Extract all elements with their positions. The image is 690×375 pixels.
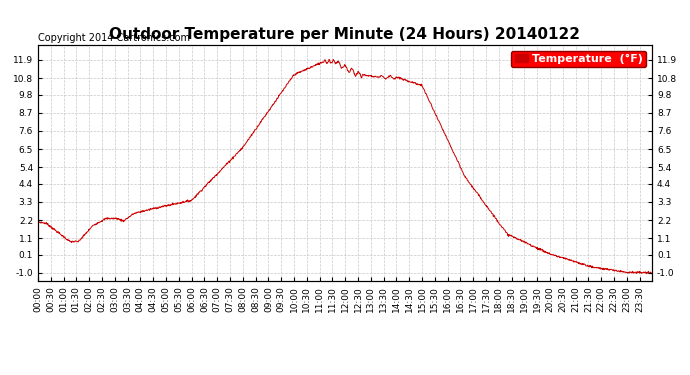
Text: Copyright 2014 Cartronics.com: Copyright 2014 Cartronics.com [38, 33, 190, 43]
Legend: Temperature  (°F): Temperature (°F) [511, 51, 647, 67]
Title: Outdoor Temperature per Minute (24 Hours) 20140122: Outdoor Temperature per Minute (24 Hours… [110, 27, 580, 42]
